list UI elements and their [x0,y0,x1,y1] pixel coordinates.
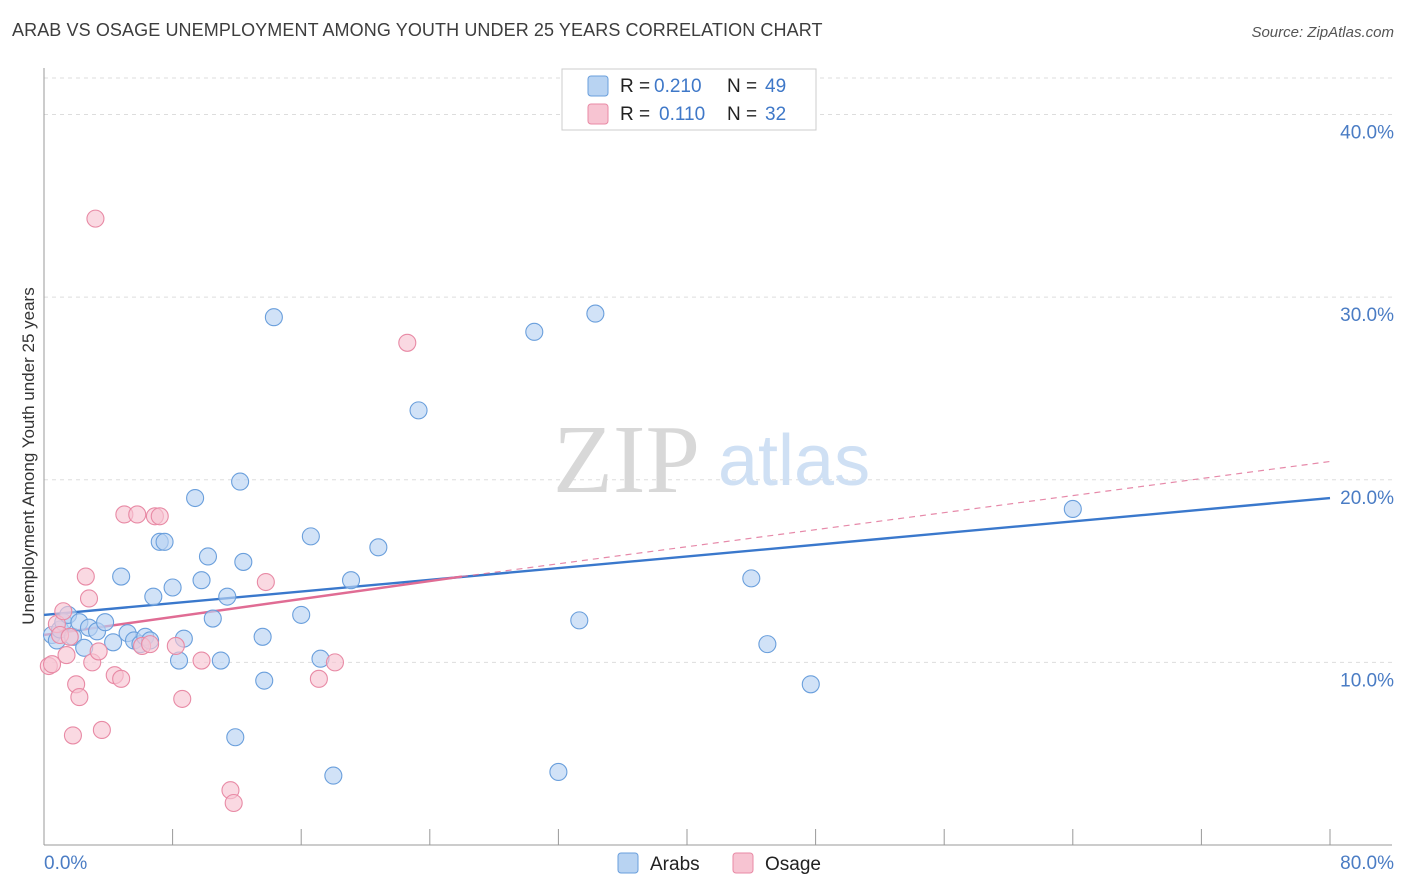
point-osage-30 [309,669,328,688]
legend-r-label-osage: R = [620,104,650,125]
legend-r-value-arabs: 0.210 [654,76,702,97]
point-osage-25 [173,689,192,708]
point-osage-21 [141,635,160,654]
legend-n-value-arabs: 49 [765,76,786,97]
point-arabs-27 [203,609,222,628]
series-legend-swatch-osage [732,852,754,874]
point-arabs-49 [801,675,820,694]
trend-lines [43,460,1331,637]
chart-title: ARAB VS OSAGE UNEMPLOYMENT AMONG YOUTH U… [12,20,823,40]
point-arabs-21 [163,578,182,597]
legend-r-value-osage: 0.110 [659,104,705,125]
point-osage-7 [63,726,82,745]
point-osage-24 [166,636,185,655]
point-arabs-37 [301,527,320,546]
point-arabs-20 [155,532,174,551]
y-tick-label-2: 30.0% [1340,305,1394,326]
legend-n-label-arabs: N = [727,76,757,97]
y-tick-labels: 10.0% 20.0% 30.0% 40.0% [1340,123,1394,692]
axes [43,68,1392,846]
point-arabs-10 [96,613,115,632]
trend-extension-osage [461,460,1331,578]
point-osage-1 [42,655,62,674]
point-arabs-41 [369,538,388,557]
y-axis-label: Unemployment Among Youth under 25 years [19,287,38,624]
point-arabs-32 [234,552,253,571]
stats-legend: R = 0.210 N = 49 R = 0.110 N = 32 [561,68,817,131]
point-osage-23 [150,507,169,526]
point-arabs-31 [231,472,250,491]
point-arabs-44 [549,762,568,782]
point-osage-31 [325,653,345,672]
point-arabs-34 [255,671,274,690]
point-arabs-28 [211,651,230,670]
point-arabs-43 [525,322,544,341]
point-arabs-11 [104,633,123,652]
trend-line-osage [43,575,463,637]
point-osage-29 [256,572,275,592]
point-arabs-33 [253,627,272,646]
point-osage-32 [398,333,417,352]
point-arabs-24 [186,488,205,508]
point-osage-11 [79,589,99,608]
point-osage-19 [128,505,147,524]
point-osage-13 [86,209,105,228]
point-arabs-25 [192,571,211,590]
grid [44,77,1392,663]
point-osage-6 [60,627,79,646]
point-osage-5 [57,646,76,665]
y-tick-label-3: 40.0% [1340,123,1394,144]
point-arabs-12 [112,567,131,586]
y-tick-label-0: 10.0% [1340,670,1394,691]
point-arabs-40 [341,571,361,590]
x-tick-label-min: 0.0% [44,853,87,874]
series-legend-label-osage: Osage [765,854,821,875]
point-osage-9 [70,688,89,707]
point-arabs-26 [198,547,218,566]
legend-swatch-osage [587,103,609,125]
series-legend-label-arabs: Arabs [650,854,700,875]
point-arabs-35 [264,308,283,327]
point-arabs-50 [1063,499,1082,519]
y-tick-label-1: 20.0% [1340,488,1394,509]
point-arabs-46 [586,304,605,323]
legend-n-value-osage: 32 [765,104,786,125]
point-arabs-39 [324,766,343,785]
point-osage-14 [89,642,108,661]
point-arabs-36 [292,605,311,624]
legend-n-label-osage: N = [727,104,757,125]
point-arabs-30 [226,728,245,747]
point-osage-17 [112,669,131,688]
point-arabs-48 [758,635,777,654]
point-arabs-45 [570,611,589,630]
watermark-zip: ZIP [553,406,700,514]
point-osage-26 [192,651,211,670]
point-arabs-18 [144,587,163,606]
trend-line-arabs [43,496,1331,617]
legend-r-label-arabs: R = [620,76,650,97]
point-arabs-22 [169,651,189,670]
point-osage-28 [224,793,243,813]
point-osage-10 [76,567,95,586]
point-arabs-29 [218,587,237,606]
series-legend: Arabs Osage [617,852,821,875]
chart-source: Source: ZipAtlas.com [1251,24,1394,41]
point-arabs-47 [742,569,761,588]
point-arabs-42 [409,401,428,420]
watermark-atlas: atlas [718,421,870,501]
x-tick-label-max: 80.0% [1340,853,1394,874]
legend-swatch-arabs [587,75,609,97]
points [39,209,1082,813]
point-osage-4 [54,602,73,621]
watermark: ZIP atlas [553,406,870,514]
point-osage-15 [92,720,111,740]
series-legend-swatch-arabs [617,852,639,874]
